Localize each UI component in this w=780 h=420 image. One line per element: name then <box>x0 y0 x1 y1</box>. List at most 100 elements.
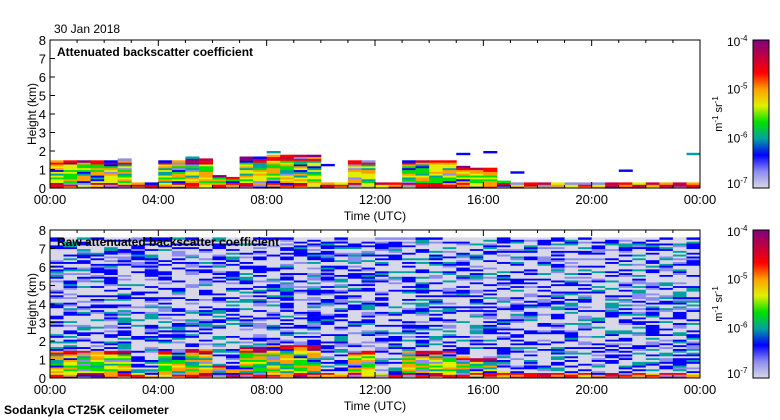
heatmap-cell <box>564 257 579 261</box>
heatmap-cell <box>672 263 687 266</box>
heatmap-cell <box>564 244 579 248</box>
heatmap-cell <box>456 171 471 174</box>
heatmap-cell <box>672 244 687 248</box>
heatmap-cell <box>239 302 254 305</box>
heatmap-cell <box>293 322 308 325</box>
heatmap-cell <box>50 342 64 346</box>
heatmap-cell <box>226 363 240 366</box>
heatmap-cell <box>686 311 701 314</box>
heatmap-cell <box>659 261 674 264</box>
heatmap-cell <box>429 296 444 299</box>
heatmap-cell <box>50 320 64 323</box>
heatmap-cell <box>591 283 606 287</box>
heatmap-cell <box>618 313 633 316</box>
heatmap-cell <box>347 368 362 372</box>
heatmap-cell <box>266 257 281 261</box>
heatmap-cell <box>442 357 457 360</box>
heatmap-cell <box>564 316 579 320</box>
heatmap-cell <box>456 376 471 379</box>
heatmap-cell <box>537 353 552 357</box>
heatmap-cell <box>158 318 173 322</box>
heatmap-cell <box>361 182 376 185</box>
heatmap-cell <box>171 365 186 368</box>
heatmap-cell <box>104 283 119 287</box>
heatmap-cell <box>77 318 92 322</box>
heatmap-cell <box>645 243 660 246</box>
heatmap-cell <box>307 285 322 288</box>
heatmap-cell <box>361 274 376 277</box>
heatmap-cell <box>551 265 565 268</box>
heatmap-cell <box>104 289 119 292</box>
heatmap-cell <box>361 376 376 379</box>
heatmap-cell <box>672 350 687 353</box>
heatmap-cell <box>320 337 335 340</box>
heatmap-cell <box>524 263 538 266</box>
heatmap-cell <box>293 333 308 336</box>
heatmap-cell <box>469 178 484 182</box>
heatmap-cell <box>456 182 471 185</box>
heatmap-cell <box>293 285 308 288</box>
heatmap-cell <box>320 344 335 348</box>
heatmap-cell <box>117 158 132 161</box>
heatmap-cell <box>429 278 444 281</box>
heatmap-cell <box>483 265 498 268</box>
heatmap-cell <box>239 272 254 275</box>
heatmap-cell <box>104 361 119 364</box>
heatmap-cell <box>63 315 78 318</box>
heatmap-cell <box>50 374 64 377</box>
heatmap-cell <box>645 348 660 351</box>
heatmap-cell <box>632 372 647 375</box>
heatmap-cell <box>510 276 525 279</box>
heatmap-cell <box>212 318 227 322</box>
heatmap-cell <box>672 352 687 355</box>
heatmap-cell <box>483 318 498 322</box>
heatmap-cell <box>686 259 701 262</box>
heatmap-cell <box>469 186 484 189</box>
heatmap-cell <box>117 353 132 357</box>
heatmap-cell <box>605 285 620 288</box>
heatmap-cell <box>469 365 484 368</box>
heatmap-cell <box>104 329 119 333</box>
heatmap-cell <box>90 287 105 290</box>
heatmap-cell <box>117 165 132 169</box>
heatmap-cell <box>280 313 295 316</box>
heatmap-cell <box>496 341 511 344</box>
heatmap-cell <box>361 307 376 311</box>
heatmap-cell <box>280 184 295 187</box>
heatmap-cell <box>77 372 92 375</box>
heatmap-cell <box>388 184 403 187</box>
heatmap-cell <box>618 329 633 333</box>
heatmap-cell <box>131 370 146 373</box>
unit-m: m <box>713 313 725 322</box>
heatmap-cell <box>239 315 254 318</box>
heatmap-cell <box>185 353 200 357</box>
heatmap-cell <box>266 305 281 309</box>
heatmap-cell <box>320 186 335 189</box>
heatmap-cell <box>266 326 281 329</box>
heatmap-cell <box>578 259 593 262</box>
heatmap-cell <box>185 289 200 292</box>
heatmap-cell <box>334 322 349 325</box>
heatmap-cell <box>280 237 295 240</box>
heatmap-cell <box>239 366 254 370</box>
heatmap-cell <box>551 355 565 359</box>
heatmap-cell <box>618 241 633 244</box>
heatmap-cell <box>456 313 471 316</box>
heatmap-cell <box>456 178 471 182</box>
heatmap-cell <box>483 296 498 299</box>
heatmap-cell <box>320 259 335 262</box>
heatmap-cell <box>117 237 132 240</box>
heatmap-cell <box>605 270 620 274</box>
heatmap-cell <box>483 248 498 251</box>
heatmap-cell <box>63 329 78 333</box>
heatmap-cell <box>144 270 159 274</box>
heatmap-cell <box>524 274 538 277</box>
heatmap-cell <box>307 355 322 359</box>
heatmap-cell <box>659 350 674 353</box>
heatmap-cell <box>686 278 701 281</box>
heatmap-cell <box>144 346 159 349</box>
heatmap-cell <box>77 348 92 351</box>
heatmap-cell <box>632 352 647 355</box>
heatmap-cell <box>469 300 484 303</box>
heatmap-cell <box>415 368 430 372</box>
